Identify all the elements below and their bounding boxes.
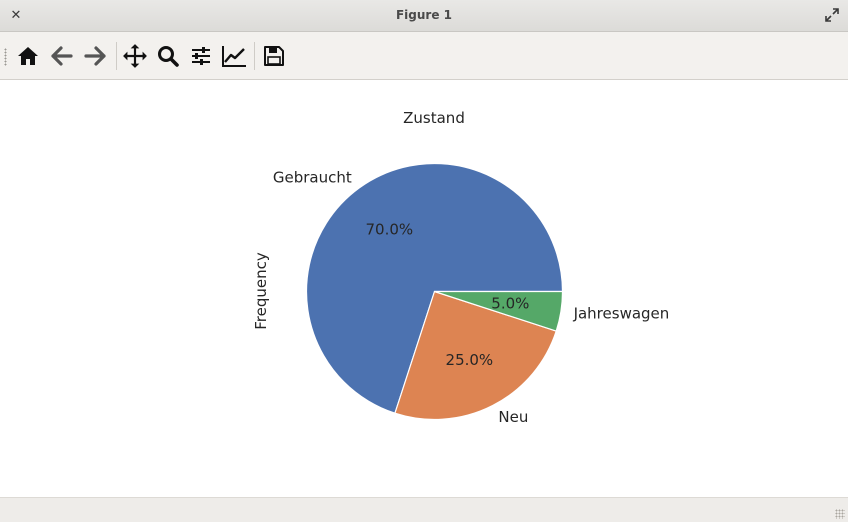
home-button[interactable]: [14, 42, 42, 70]
close-icon[interactable]: ✕: [10, 8, 22, 23]
move-icon: [123, 44, 147, 68]
pie-slice-neu: [394, 290, 557, 421]
arrow-right-icon: [84, 46, 106, 66]
floppy-disk-icon: [264, 46, 284, 66]
zoom-button[interactable]: [154, 42, 182, 70]
arrow-left-icon: [51, 46, 73, 66]
category-label-neu: Neu: [498, 408, 528, 426]
forward-button[interactable]: [81, 42, 109, 70]
pie-slices: [305, 162, 564, 421]
pan-button[interactable]: [121, 42, 149, 70]
toolbar-separator: [254, 42, 255, 70]
pie-slice-gebraucht: [305, 162, 564, 414]
figure-canvas[interactable]: Zustand Frequency 70.0% Gebraucht 25.0% Neu…: [0, 80, 848, 497]
pie-labels: 70.0% Gebraucht 25.0% Neu 5.0% Jahreswagen: [273, 169, 669, 426]
pct-label-neu: 25.0%: [446, 351, 494, 369]
toolbar-grip[interactable]: [4, 48, 7, 66]
edit-axes-button[interactable]: [220, 42, 248, 70]
search-icon: [158, 46, 179, 67]
toolbar: [0, 32, 848, 80]
pie-chart: Zustand Frequency 70.0% Gebraucht 25.0% Neu…: [252, 109, 669, 426]
category-label-jahreswagen: Jahreswagen: [573, 305, 670, 323]
toolbar-separator: [116, 42, 117, 70]
line-chart-icon: [222, 46, 246, 67]
pct-label-jahreswagen: 5.0%: [491, 295, 529, 313]
title-bar: ✕ Figure 1: [0, 0, 848, 32]
home-icon: [18, 47, 38, 65]
configure-subplots-button[interactable]: [187, 42, 215, 70]
pct-label-gebraucht: 70.0%: [366, 220, 414, 238]
resize-grip[interactable]: [835, 509, 845, 519]
status-bar: [0, 497, 848, 522]
y-axis-label: Frequency: [252, 252, 270, 330]
pie-slice-jahreswagen: [433, 290, 564, 332]
save-button[interactable]: [260, 42, 288, 70]
category-label-gebraucht: Gebraucht: [273, 169, 352, 187]
maximize-icon[interactable]: [824, 7, 840, 23]
back-button[interactable]: [48, 42, 76, 70]
sliders-icon: [192, 47, 210, 65]
window-title: Figure 1: [395, 8, 453, 22]
chart-title: Zustand: [403, 109, 465, 127]
